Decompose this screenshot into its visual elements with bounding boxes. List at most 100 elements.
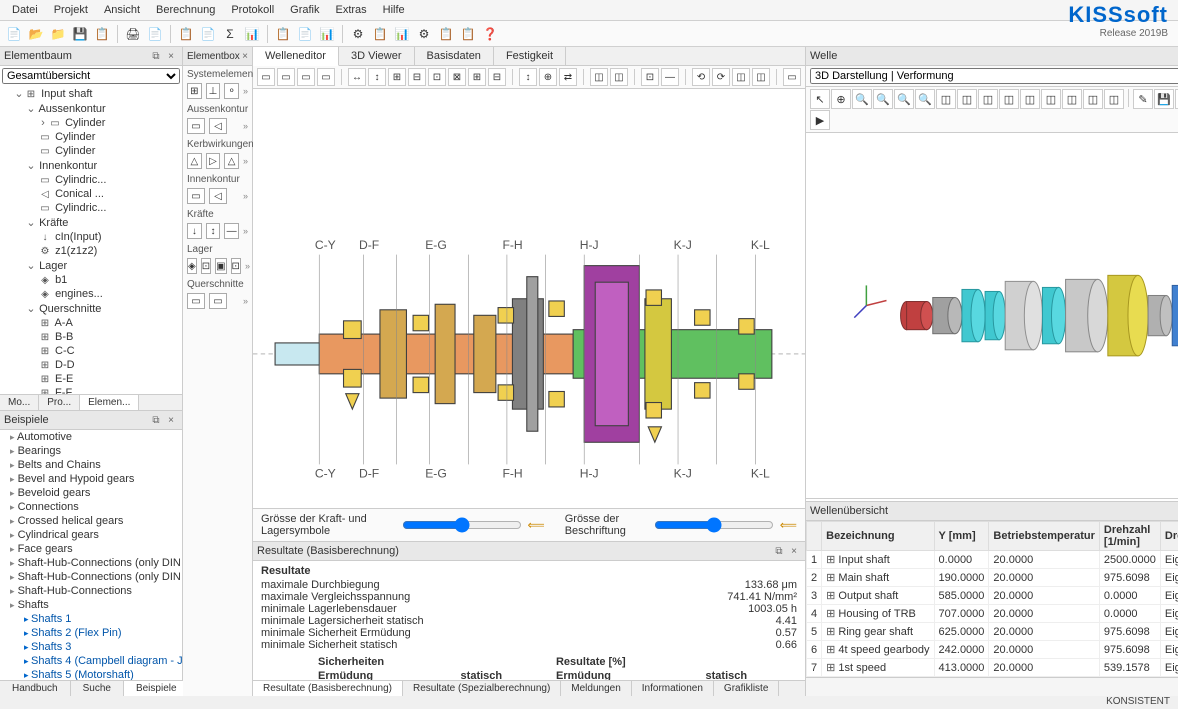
toolbar-icon[interactable]: 📄 bbox=[145, 24, 165, 44]
beispiele-item[interactable]: ▸ Shafts bbox=[8, 598, 182, 612]
panel-close-icon[interactable]: × bbox=[787, 544, 801, 558]
toolbar-icon[interactable]: ⚙ bbox=[348, 24, 368, 44]
welle-tool-icon[interactable]: ◫ bbox=[978, 89, 998, 109]
beispiele-item[interactable]: ▸ Shaft-Hub-Connections (only DIN 5482) bbox=[8, 570, 182, 584]
tab-mo[interactable]: Mo... bbox=[0, 395, 39, 410]
elementbox-icon[interactable]: ⚬ bbox=[224, 83, 239, 99]
tab-handbuch[interactable]: Handbuch bbox=[0, 681, 71, 696]
tree-view-dropdown[interactable]: Gesamtübersicht bbox=[2, 68, 180, 84]
expand-arrow-icon[interactable]: » bbox=[245, 261, 250, 271]
menu-ansicht[interactable]: Ansicht bbox=[96, 2, 148, 18]
beispiele-item[interactable]: ▸ Crossed helical gears bbox=[8, 514, 182, 528]
tab-suche[interactable]: Suche bbox=[71, 681, 124, 696]
beispiele-shaft-item[interactable]: Shafts 4 (Campbell diagram - Jeffcott ro… bbox=[8, 654, 182, 668]
etool-icon[interactable]: ◫ bbox=[610, 68, 628, 86]
expand-arrow-icon[interactable]: » bbox=[243, 121, 248, 131]
toolbar-icon[interactable]: Σ bbox=[220, 24, 240, 44]
elementbox-icon[interactable]: △ bbox=[224, 153, 239, 169]
tab-beispiele[interactable]: Beispiele bbox=[124, 681, 190, 696]
etool-icon[interactable]: ↕ bbox=[519, 68, 537, 86]
beispiele-item[interactable]: ▸ Bevel and Hypoid gears bbox=[8, 472, 182, 486]
toolbar-icon[interactable]: 📋 bbox=[92, 24, 112, 44]
elementbox-icon[interactable]: ▭ bbox=[187, 118, 205, 134]
welle-tool-icon[interactable]: ◫ bbox=[957, 89, 977, 109]
toolbar-icon[interactable]: 📄 bbox=[198, 24, 218, 44]
toolbar-icon[interactable]: ⚙ bbox=[414, 24, 434, 44]
menu-extras[interactable]: Extras bbox=[327, 2, 374, 18]
welle-tool-icon[interactable]: ◫ bbox=[999, 89, 1019, 109]
wellen-th[interactable] bbox=[807, 522, 822, 551]
menu-grafik[interactable]: Grafik bbox=[282, 2, 327, 18]
tree-cin[interactable]: ↓ cIn(Input) bbox=[38, 230, 180, 244]
etool-icon[interactable]: ↕ bbox=[368, 68, 386, 86]
tree-querschnitt[interactable]: ⊞ B-B bbox=[38, 330, 180, 344]
etool-icon[interactable]: ◫ bbox=[590, 68, 608, 86]
welle-tool-icon[interactable]: ◫ bbox=[936, 89, 956, 109]
toolbar-icon[interactable]: 🖨 bbox=[123, 24, 143, 44]
tab-welleneditor[interactable]: Welleneditor bbox=[253, 47, 339, 66]
panel-close-icon[interactable]: × bbox=[164, 49, 178, 63]
beispiele-item[interactable]: ▸ Face gears bbox=[8, 542, 182, 556]
tree-innenkontur[interactable]: ⌄ Innenkontur bbox=[26, 158, 180, 173]
tree-querschnitte[interactable]: ⌄ Querschnitte bbox=[26, 301, 180, 316]
etool-icon[interactable]: ⊞ bbox=[388, 68, 406, 86]
toolbar-icon[interactable]: 💾 bbox=[70, 24, 90, 44]
tree-querschnitt[interactable]: ⊞ F-F bbox=[38, 386, 180, 394]
toolbar-icon[interactable]: 📄 bbox=[295, 24, 315, 44]
tab-3dviewer[interactable]: 3D Viewer bbox=[339, 47, 415, 65]
wellen-row[interactable]: 6⊞ 4t speed gearbody242.000020.0000975.6… bbox=[807, 641, 1178, 659]
panel-float-icon[interactable]: ⧉ bbox=[772, 544, 786, 558]
expand-arrow-icon[interactable]: » bbox=[243, 156, 248, 166]
beispiele-item[interactable]: ▸ Connections bbox=[8, 500, 182, 514]
wellen-row[interactable]: 4⊞ Housing of TRB707.000020.00000.0000Ei… bbox=[807, 605, 1178, 623]
elementbox-icon[interactable]: ▣ bbox=[215, 258, 226, 274]
wellen-th[interactable]: Drehzahl [1/min] bbox=[1099, 522, 1160, 551]
elementbox-icon[interactable]: ▭ bbox=[187, 293, 205, 309]
etool-icon[interactable]: ⊠ bbox=[448, 68, 466, 86]
menu-berechnung[interactable]: Berechnung bbox=[148, 2, 223, 18]
etool-icon[interactable]: ▭ bbox=[317, 68, 335, 86]
beispiele-item[interactable]: ▸ Bearings bbox=[8, 444, 182, 458]
beispiele-item[interactable]: ▸ Automotive bbox=[8, 430, 182, 444]
wellen-th[interactable]: Betriebstemperatur bbox=[989, 522, 1099, 551]
welle-3d-viewport[interactable] bbox=[806, 133, 1178, 498]
tab-basisdaten[interactable]: Basisdaten bbox=[415, 47, 494, 65]
tree-querschnitt[interactable]: ⊞ D-D bbox=[38, 358, 180, 372]
etool-icon[interactable]: ▭ bbox=[297, 68, 315, 86]
tree-cylinder[interactable]: ▭ Cylinder bbox=[38, 130, 180, 144]
tree-querschnitt[interactable]: ⊞ C-C bbox=[38, 344, 180, 358]
etool-icon[interactable]: ⟲ bbox=[692, 68, 710, 86]
etool-icon[interactable]: ⊡ bbox=[641, 68, 659, 86]
welle-view-dropdown[interactable]: 3D Darstellung | Verformung bbox=[810, 68, 1178, 84]
tab-elemen[interactable]: Elemen... bbox=[80, 395, 139, 410]
toolbar-icon[interactable]: 📁 bbox=[48, 24, 68, 44]
tree-engines[interactable]: ◈ engines... bbox=[38, 287, 180, 301]
tab-festigkeit[interactable]: Festigkeit bbox=[494, 47, 566, 65]
panel-close-icon[interactable]: × bbox=[164, 413, 178, 427]
toolbar-icon[interactable]: 📊 bbox=[242, 24, 262, 44]
expand-arrow-icon[interactable]: » bbox=[243, 296, 248, 306]
etool-icon[interactable]: ▭ bbox=[277, 68, 295, 86]
etool-icon[interactable]: ⇄ bbox=[559, 68, 577, 86]
toolbar-icon[interactable]: 📂 bbox=[26, 24, 46, 44]
etool-icon[interactable]: ◫ bbox=[752, 68, 770, 86]
tree-querschnitt[interactable]: ⊞ E-E bbox=[38, 372, 180, 386]
beispiele-item[interactable]: ▸ Shaft-Hub-Connections (only DIN 5481) bbox=[8, 556, 182, 570]
elementbox-icon[interactable]: — bbox=[224, 223, 239, 239]
tree-z1[interactable]: ⚙ z1(z1z2) bbox=[38, 244, 180, 258]
wellen-th[interactable]: Bezeichnung bbox=[822, 522, 934, 551]
elementbox-icon[interactable]: ↕ bbox=[206, 223, 221, 239]
welle-tool-icon[interactable]: ✎ bbox=[1133, 89, 1153, 109]
menu-hilfe[interactable]: Hilfe bbox=[375, 2, 413, 18]
elementbox-icon[interactable]: ↓ bbox=[187, 223, 202, 239]
toolbar-icon[interactable]: ❓ bbox=[480, 24, 500, 44]
beispiele-item[interactable]: ▸ Beveloid gears bbox=[8, 486, 182, 500]
etool-icon[interactable]: ▭ bbox=[257, 68, 275, 86]
welle-tool-icon[interactable]: 🔍 bbox=[894, 89, 914, 109]
welle-tool-icon[interactable]: ◫ bbox=[1083, 89, 1103, 109]
welle-tool-icon[interactable]: 🔍 bbox=[852, 89, 872, 109]
wellen-th[interactable]: Y [mm] bbox=[934, 522, 989, 551]
welle-tool-icon[interactable]: ⊕ bbox=[831, 89, 851, 109]
resultate-tab[interactable]: Informationen bbox=[632, 681, 714, 696]
elementbox-icon[interactable]: ◁ bbox=[209, 118, 227, 134]
